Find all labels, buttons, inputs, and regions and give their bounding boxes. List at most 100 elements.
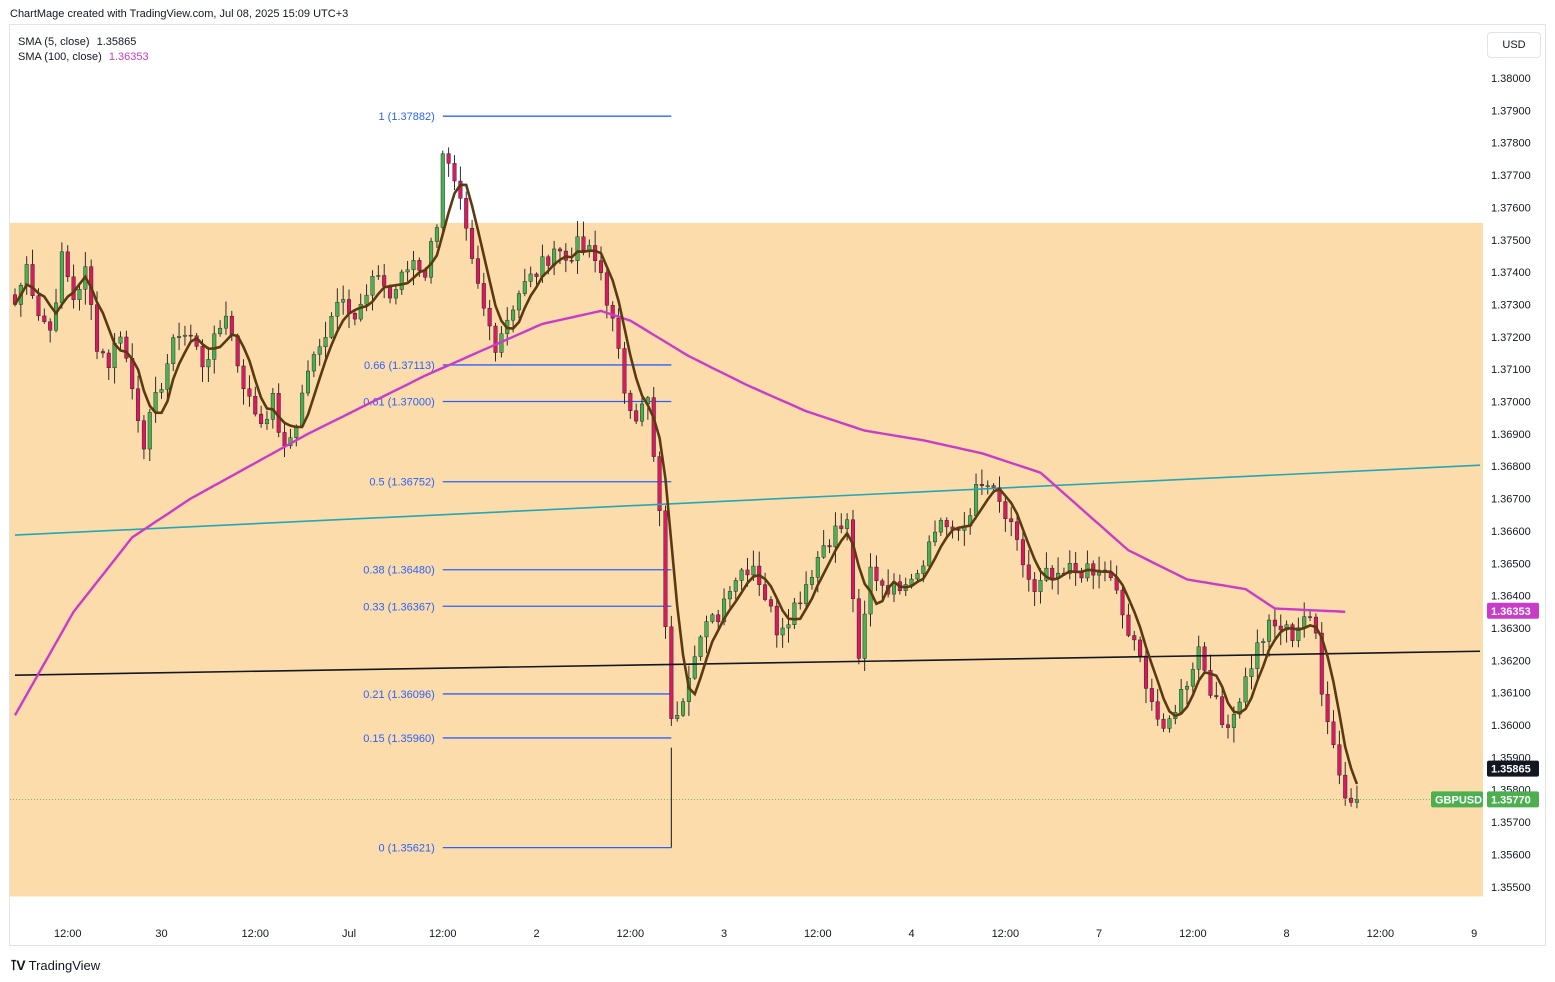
candle[interactable] xyxy=(200,339,205,382)
candle[interactable] xyxy=(264,410,269,430)
candle[interactable] xyxy=(522,268,527,297)
candle[interactable] xyxy=(475,245,480,289)
candle[interactable] xyxy=(880,578,885,599)
candle[interactable] xyxy=(698,635,703,661)
candle[interactable] xyxy=(1220,688,1225,729)
candle[interactable] xyxy=(839,513,844,534)
candle[interactable] xyxy=(259,405,264,428)
candle[interactable] xyxy=(1354,785,1359,809)
candle[interactable] xyxy=(1020,529,1025,578)
candle[interactable] xyxy=(42,308,47,324)
candle[interactable] xyxy=(352,311,357,326)
candle[interactable] xyxy=(247,375,252,407)
candle[interactable] xyxy=(528,266,533,288)
candle[interactable] xyxy=(1296,617,1301,648)
legend-sma5[interactable]: SMA (5, close) 1.35865 xyxy=(18,35,149,50)
candle[interactable] xyxy=(100,348,105,358)
candle[interactable] xyxy=(727,586,732,608)
candle[interactable] xyxy=(804,571,809,611)
candle[interactable] xyxy=(376,265,381,280)
candle[interactable] xyxy=(1015,515,1020,551)
candle[interactable] xyxy=(241,359,246,405)
trendline-cyan[interactable] xyxy=(14,464,1481,536)
candle[interactable] xyxy=(862,600,867,671)
candle[interactable] xyxy=(118,331,123,350)
candle[interactable] xyxy=(323,321,328,362)
candle[interactable] xyxy=(1290,622,1295,648)
candle[interactable] xyxy=(1343,761,1348,806)
candle[interactable] xyxy=(944,517,949,538)
candle[interactable] xyxy=(1067,550,1072,580)
candle[interactable] xyxy=(182,325,187,346)
candle[interactable] xyxy=(1308,610,1313,621)
candle[interactable] xyxy=(399,269,404,295)
candle[interactable] xyxy=(1196,635,1201,684)
candle[interactable] xyxy=(516,290,521,319)
candle[interactable] xyxy=(692,645,697,680)
candle[interactable] xyxy=(30,249,35,299)
candle[interactable] xyxy=(65,245,70,282)
candle[interactable] xyxy=(106,349,111,380)
candle[interactable] xyxy=(141,415,146,460)
candle[interactable] xyxy=(464,191,469,241)
candle[interactable] xyxy=(657,451,662,527)
candle[interactable] xyxy=(681,698,686,718)
candle[interactable] xyxy=(927,535,932,570)
sma100-line[interactable] xyxy=(13,309,1346,716)
candle[interactable] xyxy=(850,510,855,613)
candle[interactable] xyxy=(768,596,773,613)
candle[interactable] xyxy=(798,591,803,610)
candle[interactable] xyxy=(329,312,334,340)
candle[interactable] xyxy=(446,147,451,177)
candle[interactable] xyxy=(663,505,668,639)
candle[interactable] xyxy=(434,224,439,248)
candle[interactable] xyxy=(188,324,193,344)
candle[interactable] xyxy=(171,334,176,372)
candle[interactable] xyxy=(370,270,375,311)
candle[interactable] xyxy=(786,608,791,643)
candle[interactable] xyxy=(218,320,223,337)
candle[interactable] xyxy=(792,597,797,629)
candle[interactable] xyxy=(124,330,129,363)
candle[interactable] xyxy=(487,299,492,341)
candle[interactable] xyxy=(253,386,258,417)
candle[interactable] xyxy=(1003,497,1008,532)
candle[interactable] xyxy=(54,288,59,333)
candle[interactable] xyxy=(405,260,410,282)
candle[interactable] xyxy=(979,469,984,496)
legend-sma100[interactable]: SMA (100, close) 1.36353 xyxy=(18,50,149,65)
candle[interactable] xyxy=(1149,678,1154,711)
candle[interactable] xyxy=(739,567,744,591)
candle[interactable] xyxy=(827,539,832,554)
candle[interactable] xyxy=(610,301,615,332)
candle[interactable] xyxy=(991,483,996,491)
candle[interactable] xyxy=(1272,609,1277,642)
candle[interactable] xyxy=(470,219,475,264)
candle[interactable] xyxy=(452,155,457,191)
candle[interactable] xyxy=(710,612,715,624)
candle[interactable] xyxy=(874,555,879,591)
candle[interactable] xyxy=(1009,506,1014,537)
candle[interactable] xyxy=(306,360,311,397)
candle[interactable] xyxy=(1202,642,1207,675)
candle[interactable] xyxy=(1325,681,1330,735)
candle[interactable] xyxy=(159,382,164,399)
candle[interactable] xyxy=(733,577,738,601)
candle[interactable] xyxy=(1155,688,1160,726)
candle[interactable] xyxy=(1038,568,1043,604)
candle[interactable] xyxy=(165,354,170,400)
candle[interactable] xyxy=(1261,638,1266,655)
candle[interactable] xyxy=(1349,788,1354,807)
candle[interactable] xyxy=(1208,654,1213,699)
candle[interactable] xyxy=(48,318,53,343)
candle[interactable] xyxy=(856,588,861,665)
candle[interactable] xyxy=(622,341,627,404)
candle[interactable] xyxy=(1249,655,1254,690)
candle[interactable] xyxy=(1337,730,1342,785)
candle[interactable] xyxy=(1132,630,1137,651)
candle[interactable] xyxy=(393,286,398,305)
candle[interactable] xyxy=(311,351,316,378)
candle[interactable] xyxy=(534,272,539,285)
candle[interactable] xyxy=(780,617,785,648)
